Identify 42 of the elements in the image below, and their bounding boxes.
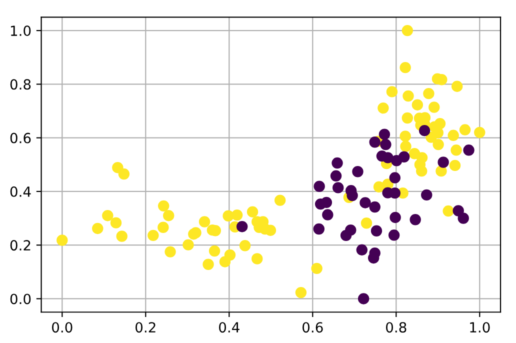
- x-tick-label: 0.4: [219, 322, 240, 333]
- point: [389, 172, 400, 184]
- point: [332, 182, 344, 194]
- point: [369, 201, 380, 213]
- point: [388, 230, 400, 241]
- point: [380, 138, 392, 150]
- point: [390, 212, 401, 224]
- x-tick-label: 0.8: [386, 322, 406, 333]
- x-tick-label: 0.6: [302, 322, 323, 333]
- point: [332, 157, 343, 169]
- point: [358, 293, 370, 304]
- point: [398, 151, 410, 162]
- point: [370, 225, 382, 236]
- y-tick-label: 0.6: [10, 132, 31, 144]
- point: [360, 197, 371, 208]
- y-tick-label: 0.0: [10, 294, 31, 304]
- point: [463, 144, 474, 156]
- x-tick-label: 0.0: [52, 322, 72, 333]
- point: [352, 166, 364, 178]
- point: [418, 124, 430, 136]
- point: [438, 156, 449, 168]
- point: [314, 180, 325, 192]
- x-tick-label: 1.0: [470, 322, 490, 333]
- point: [452, 205, 464, 216]
- y-tick-label: 0.4: [10, 186, 31, 197]
- y-tick-label: 0.2: [10, 240, 30, 251]
- point: [313, 223, 325, 235]
- point: [421, 189, 432, 201]
- y-tick-label: 1.0: [10, 26, 31, 36]
- point: [410, 214, 421, 226]
- point: [236, 220, 248, 232]
- point: [382, 152, 394, 164]
- point: [322, 209, 334, 220]
- point: [369, 136, 380, 148]
- point: [356, 244, 368, 256]
- point: [330, 170, 342, 182]
- point: [378, 128, 390, 140]
- point: [340, 230, 352, 242]
- point: [320, 196, 332, 208]
- y-tick-label: 0.8: [10, 79, 31, 90]
- point: [458, 212, 469, 224]
- x-tick-label: 0.2: [136, 322, 156, 333]
